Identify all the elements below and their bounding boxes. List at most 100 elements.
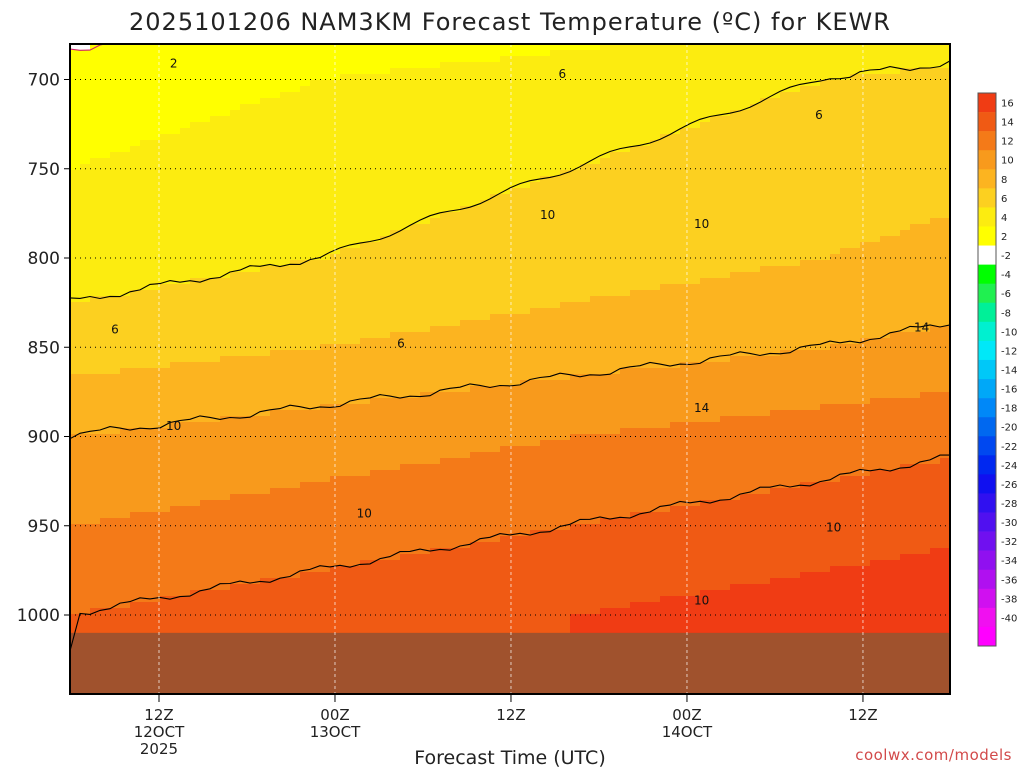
temperature-cell — [310, 110, 321, 117]
temperature-cell — [130, 452, 141, 459]
temperature-cell — [150, 458, 161, 465]
temperature-cell — [70, 218, 81, 225]
temperature-cell — [110, 530, 121, 537]
temperature-cell — [130, 296, 141, 303]
temperature-cell — [330, 98, 341, 105]
temperature-cell — [190, 50, 201, 57]
temperature-cell — [460, 620, 471, 627]
temperature-cell — [140, 548, 151, 555]
temperature-cell — [300, 80, 311, 87]
temperature-cell — [370, 404, 381, 411]
temperature-cell — [430, 590, 441, 597]
temperature-cell — [500, 206, 511, 213]
temperature-cell — [420, 602, 431, 609]
temperature-cell — [200, 614, 211, 621]
temperature-cell — [260, 578, 271, 585]
temperature-cell — [250, 422, 261, 429]
temperature-cell — [150, 536, 161, 543]
temperature-cell — [90, 218, 101, 225]
temperature-cell — [240, 356, 251, 363]
temperature-cell — [350, 248, 361, 255]
temperature-cell — [120, 320, 131, 327]
temperature-cell — [380, 326, 391, 333]
temperature-cell — [360, 212, 371, 219]
temperature-cell — [70, 236, 81, 243]
temperature-cell — [90, 458, 101, 465]
temperature-cell — [110, 80, 121, 87]
temperature-cell — [90, 386, 101, 393]
temperature-cell — [470, 584, 481, 591]
temperature-cell — [460, 440, 471, 447]
temperature-cell — [430, 416, 441, 423]
temperature-cell — [300, 194, 311, 201]
temperature-cell — [130, 320, 141, 327]
temperature-cell — [360, 404, 371, 411]
temperature-cell — [370, 470, 381, 477]
temperature-cell — [390, 152, 401, 159]
temperature-cell — [320, 530, 331, 537]
temperature-cell — [280, 560, 291, 567]
temperature-cell — [250, 338, 261, 345]
temperature-cell — [80, 110, 91, 117]
temperature-cell — [490, 464, 501, 471]
temperature-cell — [450, 56, 461, 63]
temperature-cell — [130, 422, 141, 429]
temperature-cell — [390, 548, 401, 555]
temperature-cell — [490, 380, 501, 387]
temperature-cell — [260, 140, 271, 147]
temperature-cell — [260, 602, 271, 609]
temperature-cell — [460, 212, 471, 219]
temperature-cell — [210, 230, 221, 237]
temperature-cell — [500, 350, 511, 357]
temperature-cell — [110, 620, 121, 627]
temperature-cell — [150, 590, 161, 597]
temperature-cell — [170, 266, 181, 273]
temperature-cell — [220, 530, 231, 537]
temperature-cell — [260, 416, 271, 423]
temperature-cell — [410, 320, 421, 327]
temperature-cell — [420, 230, 431, 237]
temperature-cell — [480, 200, 491, 207]
temperature-cell — [160, 590, 171, 597]
temperature-cell — [210, 248, 221, 255]
temperature-cell — [70, 518, 81, 525]
temperature-cell — [220, 518, 231, 525]
temperature-cell — [360, 56, 371, 63]
temperature-cell — [510, 434, 521, 441]
temperature-cell — [160, 134, 171, 141]
temperature-cell — [430, 86, 441, 93]
temperature-cell — [180, 590, 191, 597]
temperature-cell — [510, 92, 521, 99]
temperature-cell — [430, 254, 441, 261]
temperature-cell — [170, 434, 181, 441]
temperature-cell — [300, 338, 311, 345]
temperature-cell — [370, 446, 381, 453]
temperature-cell — [260, 80, 271, 87]
temperature-cell — [490, 254, 501, 261]
temperature-cell — [80, 242, 91, 249]
temperature-cell — [400, 500, 411, 507]
temperature-cell — [90, 254, 101, 261]
temperature-cell — [200, 482, 211, 489]
temperature-cell — [370, 410, 381, 417]
temperature-cell — [350, 212, 361, 219]
temperature-cell — [360, 386, 371, 393]
temperature-cell — [270, 224, 281, 231]
temperature-cell — [140, 332, 151, 339]
temperature-cell — [250, 494, 261, 501]
temperature-cell — [400, 314, 411, 321]
temperature-cell — [130, 536, 141, 543]
temperature-cell — [90, 446, 101, 453]
temperature-cell — [400, 164, 411, 171]
temperature-cell — [290, 500, 301, 507]
temperature-cell — [450, 170, 461, 177]
temperature-cell — [340, 152, 351, 159]
temperature-cell — [250, 68, 261, 75]
temperature-cell — [200, 206, 211, 213]
temperature-cell — [360, 170, 371, 177]
temperature-cell — [90, 470, 101, 477]
temperature-cell — [250, 272, 261, 279]
temperature-cell — [430, 482, 441, 489]
temperature-cell — [420, 284, 431, 291]
temperature-cell — [340, 356, 351, 363]
